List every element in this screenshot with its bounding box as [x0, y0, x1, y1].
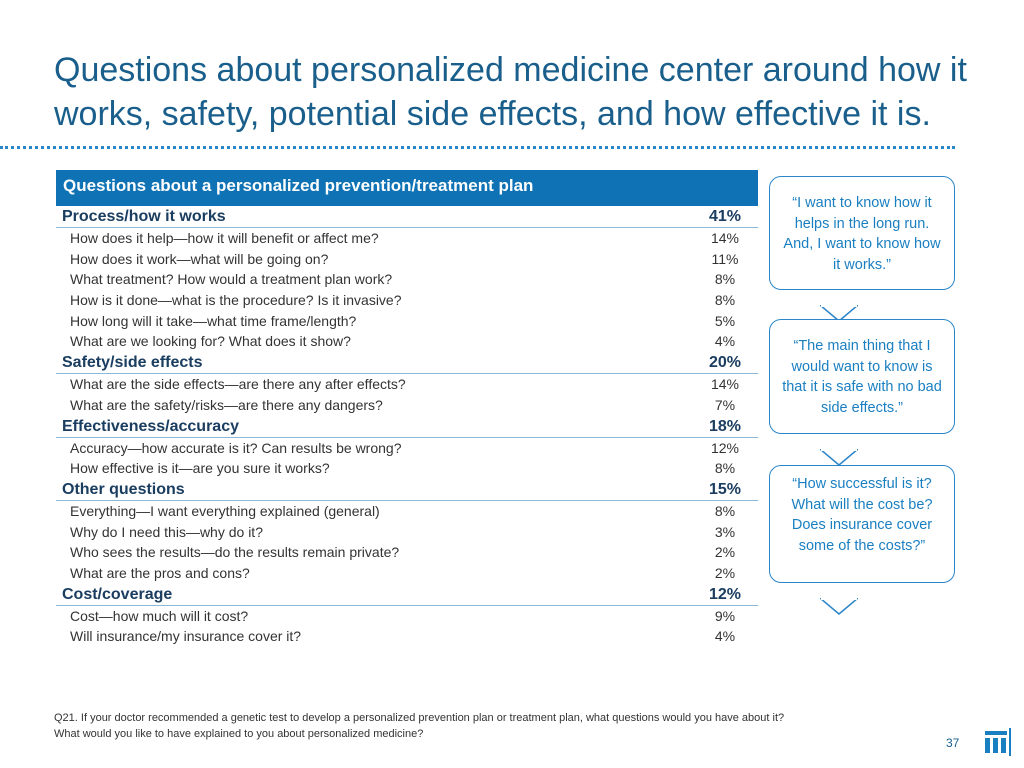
question-label: How is it done—what is the procedure? Is…	[70, 292, 402, 309]
table-row: Who sees the results—do the results rema…	[56, 542, 758, 563]
question-percent: 14%	[710, 376, 740, 393]
question-label: What are the side effects—are there any …	[70, 376, 406, 393]
questions-table: Questions about a personalized preventio…	[56, 170, 758, 647]
dotted-divider	[0, 146, 955, 149]
table-row: How is it done—what is the procedure? Is…	[56, 290, 758, 311]
table-row: How long will it take—what time frame/le…	[56, 311, 758, 332]
question-percent: 8%	[714, 502, 736, 519]
table-row: Cost—how much will it cost? 9%	[56, 606, 758, 627]
table-row: What are we looking for? What does it sh…	[56, 331, 758, 352]
table-body: Process/how it works 41% How does it help—…	[56, 206, 758, 647]
table-row: How does it work—what will be going on? 1…	[56, 249, 758, 270]
question-label: Accuracy—how accurate is it? Can results…	[70, 439, 402, 456]
category-row: Cost/coverage 12%	[56, 584, 758, 606]
table-row: Accuracy—how accurate is it? Can results…	[56, 438, 758, 459]
category-label: Safety/side effects	[62, 354, 203, 372]
question-percent: 8%	[714, 292, 736, 309]
table-row: What are the safety/risks—are there any …	[56, 395, 758, 416]
table-row: What treatment? How would a treatment pl…	[56, 269, 758, 290]
table-row: What are the side effects—are there any …	[56, 374, 758, 395]
question-label: Cost—how much will it cost?	[70, 607, 249, 624]
question-label: Everything—I want everything explained (…	[70, 502, 380, 519]
category-label: Process/how it works	[62, 208, 226, 225]
question-percent: 3%	[714, 523, 736, 540]
page-number: 37	[946, 736, 960, 750]
question-percent: 7%	[714, 396, 736, 413]
question-percent: 8%	[714, 460, 736, 477]
question-label: Why do I need this—why do it?	[70, 523, 263, 540]
question-percent: 12%	[710, 439, 740, 456]
category-percent: 18%	[708, 417, 742, 435]
table-row: Everything—I want everything explained (…	[56, 501, 758, 522]
question-percent: 2%	[714, 544, 736, 561]
category-label: Other questions	[62, 480, 185, 498]
quote-bubble-3: “How successful is it? What will the cos…	[769, 465, 955, 615]
category-percent: 41%	[708, 208, 742, 225]
question-label: Will insurance/my insurance cover it?	[70, 628, 302, 645]
question-label: What are the pros and cons?	[70, 564, 250, 581]
question-label: Who sees the results—do the results rema…	[70, 544, 400, 561]
question-label: How long will it take—what time frame/le…	[70, 312, 357, 329]
quote-text: “How successful is it? What will the cos…	[791, 476, 933, 554]
question-percent: 4%	[714, 628, 736, 645]
question-percent: 11%	[711, 250, 739, 267]
question-percent: 5%	[714, 312, 736, 329]
question-label: What treatment? How would a treatment pl…	[70, 271, 393, 288]
footnote-line-1: Q21. If your doctor recommended a geneti…	[54, 712, 785, 724]
category-row: Safety/side effects 20%	[56, 352, 758, 375]
question-label: How does it help—how it will benefit or …	[70, 230, 379, 246]
category-row: Other questions 15%	[56, 479, 758, 501]
table-row: Why do I need this—why do it? 3%	[56, 522, 758, 543]
table-row: Will insurance/my insurance cover it? 4%	[56, 626, 758, 647]
category-percent: 15%	[708, 480, 742, 498]
table-header: Questions about a personalized preventio…	[56, 170, 758, 206]
category-label: Effectiveness/accuracy	[62, 417, 239, 435]
quote-bubble-1: “I want to know how it helps in the long…	[769, 176, 955, 322]
category-row: Effectiveness/accuracy 18%	[56, 416, 758, 438]
question-percent: 2%	[714, 564, 736, 581]
category-label: Cost/coverage	[62, 585, 173, 603]
question-label: How effective is it—are you sure it work…	[70, 460, 330, 477]
category-row: Process/how it works 41%	[56, 206, 758, 228]
question-percent: 4%	[714, 333, 736, 350]
page-title: Questions about personalized medicine ce…	[54, 51, 967, 133]
table-row: How effective is it—are you sure it work…	[56, 458, 758, 479]
question-label: How does it work—what will be going on?	[70, 250, 329, 267]
question-percent: 14%	[710, 230, 740, 246]
table-row: What are the pros and cons? 2%	[56, 563, 758, 584]
footnote-line-2: What would you like to have explained to…	[54, 728, 424, 740]
quote-bubble-2: “The main thing that I would want to kno…	[769, 319, 955, 466]
footnote: Q21. If your doctor recommended a geneti…	[54, 710, 784, 742]
question-percent: 9%	[714, 607, 736, 624]
quote-text: “I want to know how it helps in the long…	[783, 195, 941, 273]
question-label: What are we looking for? What does it sh…	[70, 333, 351, 350]
table-row: How does it help—how it will benefit or …	[56, 228, 758, 249]
category-percent: 12%	[708, 585, 742, 603]
category-percent: 20%	[708, 354, 742, 372]
question-percent: 8%	[714, 271, 736, 288]
question-label: What are the safety/risks—are there any …	[70, 396, 383, 413]
company-logo-icon	[982, 728, 1014, 761]
quote-text: “The main thing that I would want to kno…	[782, 338, 942, 416]
